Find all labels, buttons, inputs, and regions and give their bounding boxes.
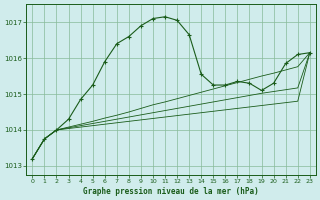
X-axis label: Graphe pression niveau de la mer (hPa): Graphe pression niveau de la mer (hPa) bbox=[83, 187, 259, 196]
